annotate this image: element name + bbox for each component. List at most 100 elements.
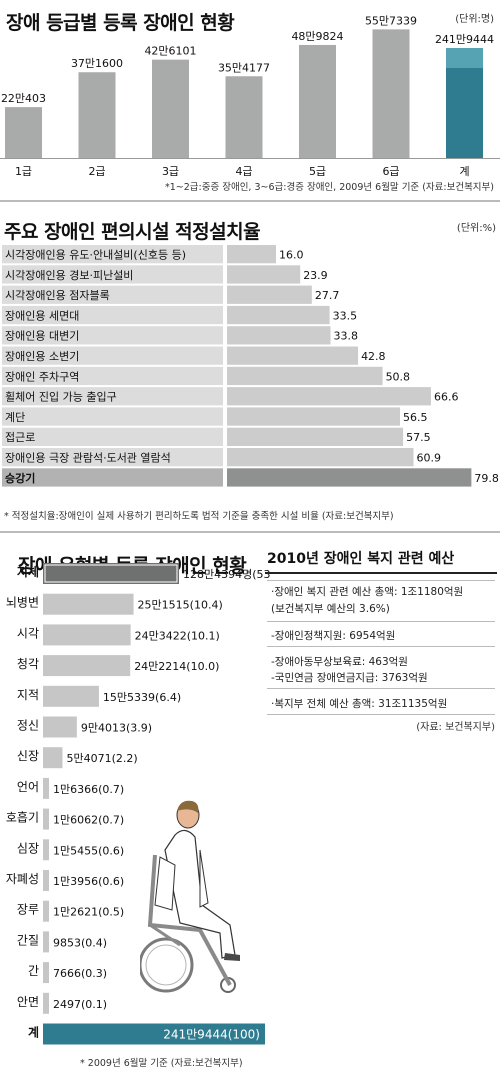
bar: [78, 72, 116, 158]
budget-line: ·복지부 전체 예산 총액: 31조1135억원: [271, 698, 448, 710]
grade-footnote: *1~2급:중증 장애인, 3~6급:경증 장애인, 2009년 6월말 기준 …: [164, 182, 494, 193]
row-label-bg: [2, 285, 223, 304]
category-label: 장애인용 대변기: [5, 330, 79, 343]
row-label-bg: [2, 366, 223, 386]
divider: [0, 200, 500, 202]
budget-line: -장애인정책지원: 6954억원: [271, 630, 396, 642]
category-label: 호흡기: [6, 811, 39, 825]
category-label: 언어: [17, 780, 39, 794]
bar: [227, 468, 472, 487]
bar: [43, 777, 49, 799]
bar: [227, 366, 383, 386]
bar-value-label: 1만6366(0.7): [53, 783, 124, 796]
category-label: 계: [459, 165, 469, 178]
category-label: 시각장애인용 경보·피난설비: [5, 269, 133, 282]
bar: [227, 305, 330, 325]
category-label: 심장: [17, 841, 39, 855]
row-label-bg: [2, 346, 223, 365]
category-label: 지적: [17, 688, 39, 702]
bar-total-top: [446, 48, 483, 68]
budget-group-1: [267, 580, 495, 622]
bar: [152, 59, 189, 158]
bar-value-label: 27.7: [315, 289, 340, 302]
bar: [227, 387, 431, 406]
category-label: 정신: [17, 719, 39, 733]
bar-value-label: 42.8: [361, 350, 386, 363]
bar-value-label: 241만9444(100): [163, 1028, 260, 1042]
category-label: 3급: [162, 165, 179, 178]
budget-group-4: [267, 692, 495, 715]
bar: [299, 44, 336, 158]
bar-value-label: 56.5: [403, 411, 428, 424]
grade-chart: 22만403 1급 37만1600 2급 42만6101 3급 35만4177 4급 48만98…: [0, 14, 500, 178]
grade-panel: 장애 등급별 등록 장애인 현황 (단위:명) 22만403 1급 37만1600 2…: [0, 0, 500, 200]
bar: [43, 655, 131, 677]
row-label-bg: [2, 407, 223, 426]
bar-value-label: 1만6062(0.7): [53, 814, 124, 827]
bar-value-label: 24만3422(10.1): [135, 629, 220, 642]
bar: [5, 107, 42, 158]
bar-value-label: 1만3956(0.6): [53, 875, 124, 888]
bar-value-label: 22만403: [1, 92, 46, 105]
category-label: 간: [28, 964, 39, 978]
category-label: 장애인용 극장 관람석·도서관 열람석: [5, 452, 171, 465]
bar: [227, 326, 331, 345]
category-label: 뇌병변: [6, 596, 39, 610]
category-label: 1급: [15, 165, 32, 178]
bar-value-label: 33.5: [333, 309, 358, 322]
bar: [43, 931, 49, 953]
bar: [227, 407, 401, 426]
bar-value-label: 55만7339: [365, 14, 417, 27]
bar-value-label: 15만5339(6.4): [103, 691, 181, 704]
budget-line: (보건복지부 예산의 3.6%): [271, 603, 390, 615]
bar: [227, 346, 359, 365]
bar-value-label: 48만9824: [291, 30, 343, 43]
bar-value-label: 24만2214(10.0): [134, 660, 219, 673]
grade-panel-title: 장애 등급별 등록 장애인 현황: [6, 12, 235, 34]
category-label: 자폐성: [6, 872, 39, 886]
budget-title-rule: [265, 572, 497, 574]
bar: [43, 839, 49, 861]
category-label: 접근로: [5, 431, 35, 444]
bar-value-label: 66.6: [434, 391, 459, 404]
bar-value-label: 9만4013(3.9): [81, 722, 152, 735]
bar-value-label: 42만6101: [144, 45, 196, 58]
bar: [225, 76, 263, 158]
bar-value-label: 37만1600: [71, 57, 123, 70]
bar-value-label: 35만4177: [218, 61, 270, 74]
bar-total: [43, 1023, 265, 1045]
row-label-bg: [2, 448, 223, 467]
budget-source: (자료: 보건복지부): [416, 722, 495, 733]
bar: [43, 808, 49, 830]
category-label: 계단: [5, 411, 25, 424]
type-panel: 장애 유형별 등록 장애인 현황 지체128만4394명(53.1%)뇌병변25…: [0, 533, 270, 1078]
category-label: 장애인용 세면대: [5, 309, 79, 322]
bar-value-label: 5만4071(2.2): [66, 752, 137, 765]
bar: [227, 245, 276, 264]
bar: [43, 624, 131, 646]
row-label-bg: [2, 305, 223, 325]
category-label: 장애인용 소변기: [5, 350, 79, 363]
bar-value-label: 60.9: [417, 452, 442, 465]
bar: [227, 265, 301, 284]
category-label: 장애인 주차구역: [5, 370, 79, 383]
category-label: 4급: [235, 165, 252, 178]
category-label: 시각장애인용 유도·안내설비(신호등 등): [5, 249, 186, 262]
bar: [43, 992, 49, 1014]
category-label: 장루: [17, 903, 39, 917]
bar-value-label: 16.0: [279, 249, 304, 262]
bar-value-label: 7666(0.3): [53, 967, 107, 980]
bar: [372, 29, 410, 159]
facility-panel: 주요 장애인 편의시설 적정설치율 (단위:%) 시각장애인용 유도·안내설비(…: [0, 205, 500, 525]
bar-value-label: 57.5: [406, 431, 431, 444]
budget-box: 2010년 장애인 복지 관련 예산 ·장애인 복지 관련 예산 총액: 1조1…: [265, 546, 497, 736]
bar-value-label: 128만4394명(53.1%): [183, 568, 270, 581]
type-chart: 지체 128만4394명(53.1%) 뇌병변 25만1515(10.4) 시각 24만3…: [6, 563, 270, 1045]
category-label: 승강기: [5, 471, 35, 485]
category-label: 시각장애인용 점자블록: [5, 289, 110, 302]
bar-value-label: 1만2621(0.5): [53, 906, 124, 919]
category-label: 휠체어 진입 가능 출입구: [5, 391, 117, 404]
bar-value-label: 241만9444: [435, 33, 494, 46]
bar-value-label: 33.8: [334, 330, 359, 343]
facility-footnote: * 적정설치율:장애인이 실제 사용하기 편리하도록 법적 기준을 충족한 시설…: [4, 511, 394, 522]
